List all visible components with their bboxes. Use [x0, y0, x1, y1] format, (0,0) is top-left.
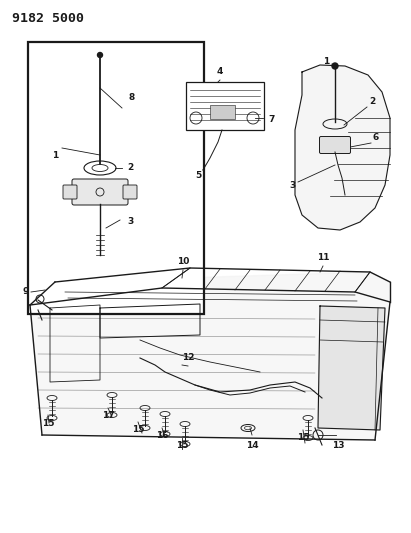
Text: 16: 16: [156, 432, 168, 440]
Circle shape: [97, 52, 102, 58]
Polygon shape: [318, 306, 385, 430]
Circle shape: [332, 63, 338, 69]
Polygon shape: [295, 65, 390, 230]
Text: 10: 10: [177, 257, 189, 266]
Text: 9: 9: [23, 287, 29, 296]
Text: 3: 3: [290, 182, 296, 190]
Text: 5: 5: [195, 172, 201, 181]
Text: 1: 1: [323, 58, 329, 67]
Bar: [28, 42, 204, 314]
Text: 11: 11: [317, 254, 329, 262]
Text: 15: 15: [176, 441, 188, 450]
Text: 17: 17: [102, 411, 114, 421]
Bar: [186, 82, 264, 130]
Text: 8: 8: [129, 93, 135, 102]
FancyBboxPatch shape: [63, 185, 77, 199]
Text: 3: 3: [127, 217, 133, 227]
Text: 14: 14: [246, 441, 258, 450]
Text: 13: 13: [332, 441, 344, 450]
FancyBboxPatch shape: [319, 136, 351, 154]
Bar: [210, 105, 235, 119]
Text: 12: 12: [182, 353, 194, 362]
Text: 2: 2: [369, 98, 375, 107]
FancyBboxPatch shape: [123, 185, 137, 199]
Text: 6: 6: [373, 133, 379, 142]
Text: 4: 4: [217, 68, 223, 77]
Text: 9182 5000: 9182 5000: [12, 12, 84, 25]
Text: 15: 15: [297, 433, 309, 442]
Text: 7: 7: [269, 116, 275, 125]
Ellipse shape: [92, 165, 108, 172]
FancyBboxPatch shape: [72, 179, 128, 205]
Text: 1: 1: [52, 150, 58, 159]
Polygon shape: [30, 272, 390, 440]
Text: 2: 2: [127, 164, 133, 173]
Text: 15: 15: [132, 425, 144, 434]
Text: 15: 15: [42, 418, 54, 427]
